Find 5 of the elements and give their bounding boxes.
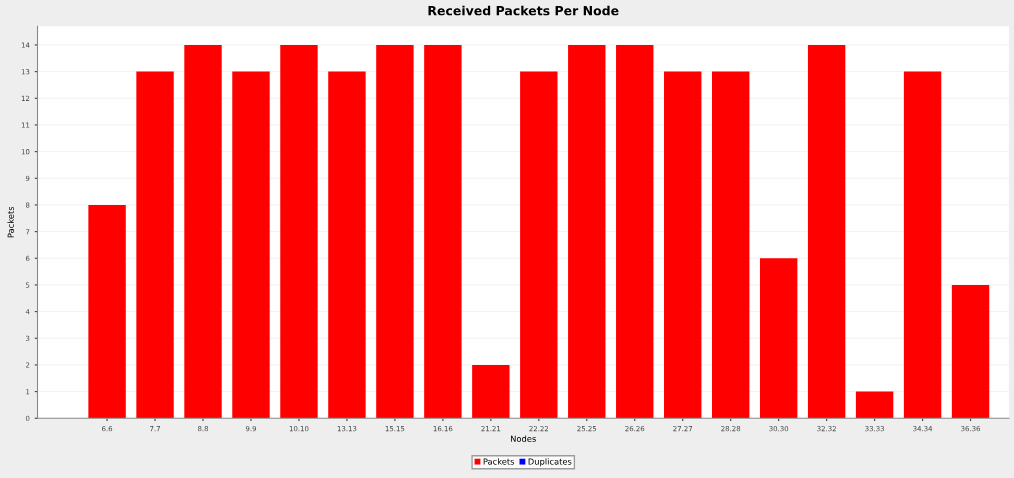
legend-label: Duplicates	[528, 458, 572, 467]
chart-title: Received Packets Per Node	[428, 5, 619, 16]
x-axis-title: Nodes	[511, 435, 536, 442]
legend-label: Packets	[483, 458, 515, 465]
y-axis-title: Packets	[7, 206, 14, 238]
